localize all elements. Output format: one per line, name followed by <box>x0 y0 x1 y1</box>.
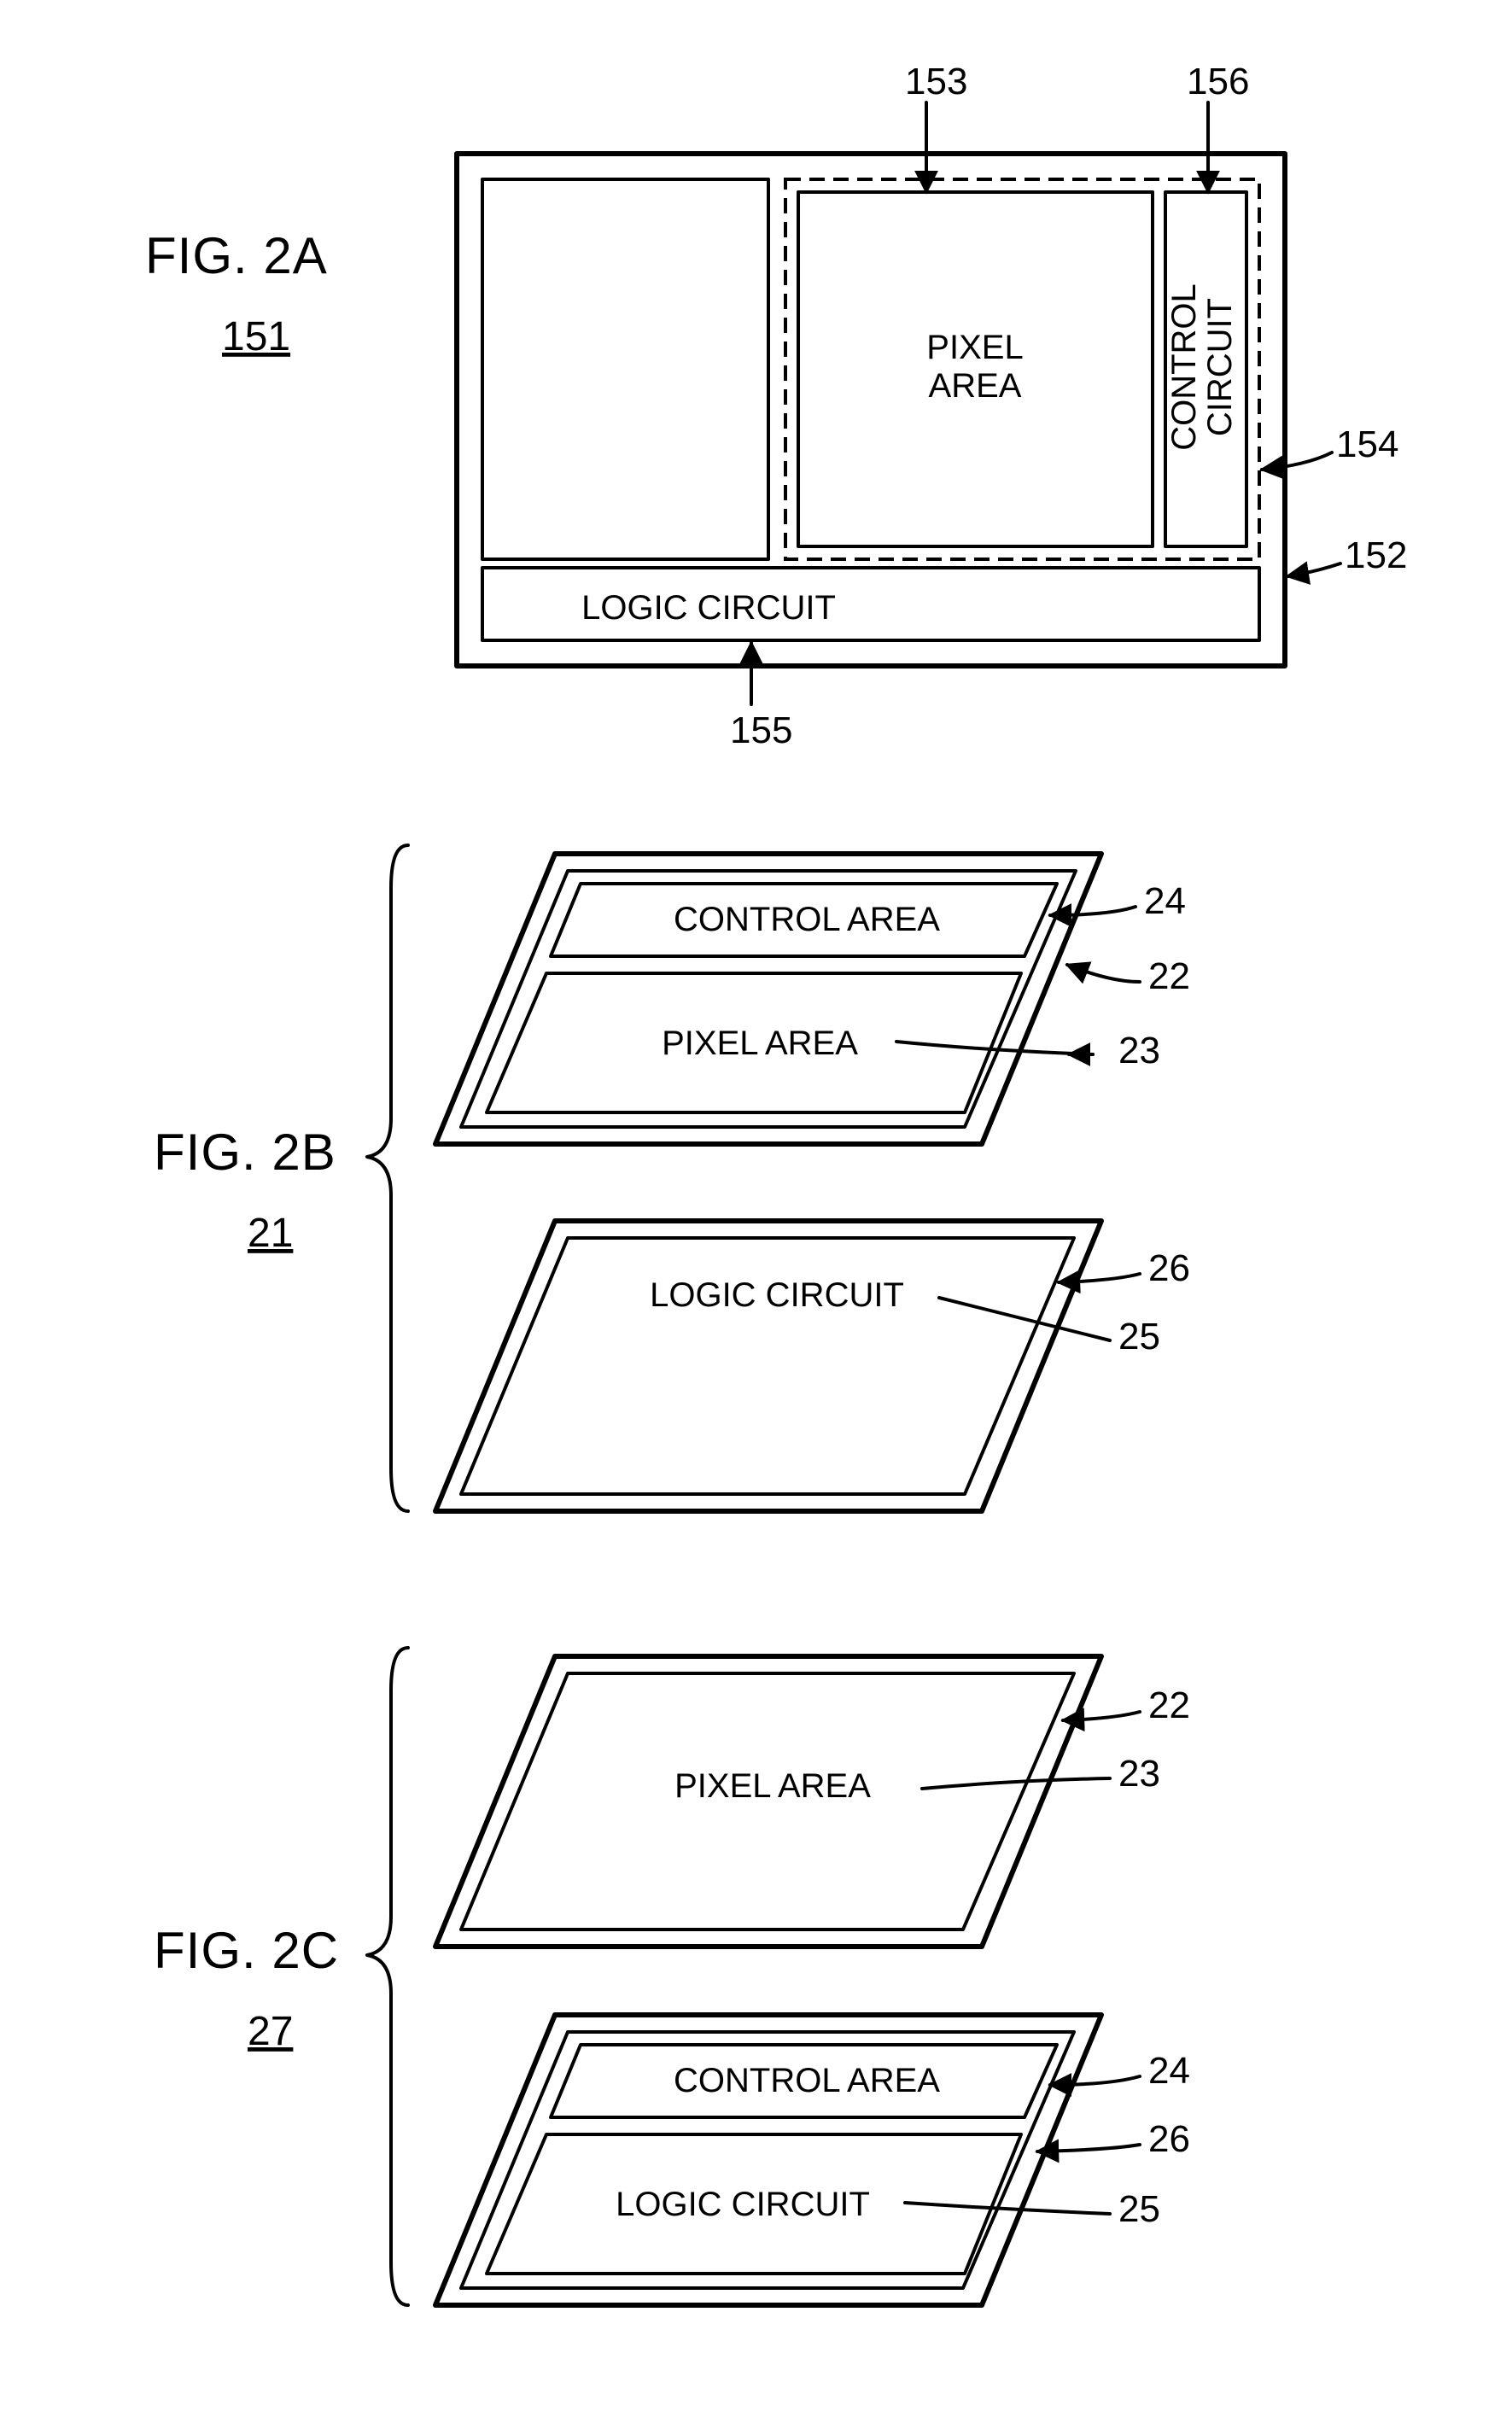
callout-26: 26 <box>1148 1247 1190 1289</box>
callout-154: 154 <box>1336 423 1398 465</box>
control-area-label: CONTROL AREA <box>674 901 940 938</box>
pixel-area-label-2: AREA <box>929 367 1022 405</box>
leader-152 <box>1287 563 1340 576</box>
leader-154 <box>1262 452 1332 470</box>
fig-2a-title: FIG. 2A <box>145 227 328 284</box>
leader-23 <box>896 1042 1093 1054</box>
pixel-area-23-label: PIXEL AREA <box>662 1025 858 1062</box>
callout-25c: 25 <box>1118 2188 1160 2230</box>
fig-2b: FIG. 2B 21 CONTROL AREA PIXEL AREA 24 22… <box>154 845 1190 1511</box>
brace-2c <box>367 1648 408 2305</box>
left-block <box>482 179 768 559</box>
logic-25c-label: LOGIC CIRCUIT <box>616 2186 870 2223</box>
chip-upper-2b: CONTROL AREA PIXEL AREA 24 22 23 <box>435 854 1190 1144</box>
fig-2c-title: FIG. 2C <box>154 1922 339 1979</box>
callout-25: 25 <box>1118 1316 1160 1357</box>
figure-canvas: FIG. 2A 151 LOGIC CIRCUIT PIXEL AREA CON… <box>0 0 1512 2417</box>
fig-2c-ref: 27 <box>248 2009 293 2054</box>
fig-2a-ref: 151 <box>222 314 290 359</box>
logic-circuit-label: LOGIC CIRCUIT <box>581 589 836 627</box>
callout-153: 153 <box>905 61 967 102</box>
callout-152: 152 <box>1345 534 1407 576</box>
chip-lower-2b: LOGIC CIRCUIT 26 25 <box>435 1221 1190 1511</box>
leader-26c <box>1037 2145 1140 2151</box>
leader-24 <box>1050 907 1135 915</box>
fig-2a: FIG. 2A 151 LOGIC CIRCUIT PIXEL AREA CON… <box>145 61 1407 751</box>
callout-22: 22 <box>1148 955 1190 997</box>
callout-23: 23 <box>1118 1030 1160 1071</box>
fig-2c: FIG. 2C 27 PIXEL AREA 22 23 CONTROL AREA… <box>154 1648 1190 2305</box>
brace-2b <box>367 845 408 1511</box>
leader-24c <box>1050 2076 1140 2085</box>
logic-25-label: LOGIC CIRCUIT <box>650 1276 904 1314</box>
chip-upper-2c: PIXEL AREA 22 23 <box>435 1656 1190 1947</box>
callout-24: 24 <box>1144 880 1186 922</box>
leader-26 <box>1059 1274 1140 1282</box>
fig-2b-title: FIG. 2B <box>154 1124 336 1181</box>
fig-2b-ref: 21 <box>248 1211 293 1256</box>
leader-23c <box>922 1778 1110 1789</box>
control-label-bot: CIRCUIT <box>1201 298 1239 436</box>
pixel-area-label-1: PIXEL <box>926 329 1023 366</box>
leader-25c <box>905 2203 1110 2214</box>
leader-25a <box>939 1298 1110 1340</box>
chip-lower-2c: CONTROL AREA LOGIC CIRCUIT 24 26 25 <box>435 2015 1190 2305</box>
leader-22 <box>1067 965 1140 982</box>
callout-156: 156 <box>1187 61 1249 102</box>
callout-155: 155 <box>730 709 792 751</box>
callout-22c: 22 <box>1148 1684 1190 1726</box>
callout-26c: 26 <box>1148 2118 1190 2160</box>
chip26-outline <box>435 1221 1101 1511</box>
pixel-23c-label: PIXEL AREA <box>674 1767 871 1805</box>
control-label-top: CONTROL <box>1165 283 1203 451</box>
callout-24c: 24 <box>1148 2050 1190 2092</box>
callout-23c: 23 <box>1118 1753 1160 1795</box>
control-24c-label: CONTROL AREA <box>674 2062 940 2099</box>
